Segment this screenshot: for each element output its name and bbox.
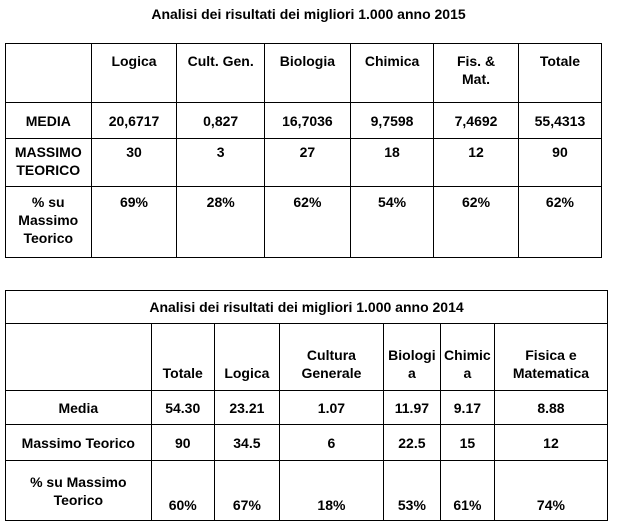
header-cell: Logica [213, 323, 280, 391]
table-cell: 7,4692 [433, 102, 519, 139]
row-label: MEDIA [5, 102, 92, 139]
table-cell: 62% [263, 186, 351, 258]
table-header-row: Logica Cult. Gen. Biologia Chimica Fis. … [5, 43, 603, 103]
table-cell: 6 [278, 424, 384, 461]
table-cell: 62% [433, 186, 519, 258]
table-cell: 62% [517, 186, 603, 258]
table-cell: 23.21 [213, 390, 280, 425]
table-cell: 9,7598 [349, 102, 435, 139]
table-cell: 12 [433, 138, 519, 187]
table-cell: 60% [150, 460, 215, 521]
header-cell: Fisica e Matematica [493, 323, 609, 391]
table-row: MEDIA 20,6717 0,827 16,7036 9,7598 7,469… [5, 102, 603, 139]
table-row: % su Massimo Teorico 60% 67% 18% 53% 61%… [5, 460, 609, 521]
header-cell [5, 43, 92, 103]
table-cell: 9.17 [439, 390, 495, 425]
header-cell: Cult. Gen. [176, 43, 265, 103]
table-cell: 18 [349, 138, 435, 187]
header-cell: Fis. & Mat. [433, 43, 519, 103]
table-cell: 15 [439, 424, 495, 461]
table-cell: 16,7036 [263, 102, 351, 139]
table-cell: 55,4313 [517, 102, 603, 139]
table-cell: 20,6717 [90, 102, 178, 139]
header-cell: Biologia [263, 43, 351, 103]
table-row: % su Massimo Teorico 69% 28% 62% 54% 62%… [5, 186, 603, 258]
table-cell: 34.5 [213, 424, 280, 461]
header-cell: Chimic a [439, 323, 495, 391]
table-cell: 18% [278, 460, 384, 521]
table-cell: 22.5 [382, 424, 441, 461]
header-cell: Biologi a [382, 323, 441, 391]
table-row: Massimo Teorico 90 34.5 6 22.5 15 12 [5, 424, 609, 461]
header-cell: Totale [150, 323, 215, 391]
table-row: Media 54.30 23.21 1.07 11.97 9.17 8.88 [5, 390, 609, 425]
table-cell: 3 [176, 138, 265, 187]
table-header-row: Totale Logica Cultura Generale Biologi a… [5, 323, 609, 391]
table-cell: 0,827 [176, 102, 265, 139]
table-2015: Logica Cult. Gen. Biologia Chimica Fis. … [5, 43, 603, 258]
table-cell: 27 [263, 138, 351, 187]
table-cell: 74% [493, 460, 609, 521]
row-label: % su Massimo Teorico [5, 460, 152, 521]
row-label: % su Massimo Teorico [5, 186, 92, 258]
table-cell: 67% [213, 460, 280, 521]
table-cell: 53% [382, 460, 441, 521]
header-cell: Chimica [349, 43, 435, 103]
table-2014-title: Analisi dei risultati dei migliori 1.000… [5, 290, 608, 324]
table-cell: 8.88 [493, 390, 609, 425]
header-cell: Logica [90, 43, 178, 103]
table-cell: 61% [439, 460, 495, 521]
table-cell: 54% [349, 186, 435, 258]
table-cell: 12 [493, 424, 609, 461]
header-cell: Totale [517, 43, 603, 103]
table-cell: 1.07 [278, 390, 384, 425]
row-label: MASSIMO TEORICO [5, 138, 92, 187]
table-cell: 28% [176, 186, 265, 258]
table-2015-title: Analisi dei risultati dei migliori 1.000… [151, 6, 466, 22]
table-title-row: Analisi dei risultati dei migliori 1.000… [5, 290, 608, 324]
table-cell: 69% [90, 186, 178, 258]
table-cell: 54.30 [150, 390, 215, 425]
table-row: MASSIMO TEORICO 30 3 27 18 12 90 [5, 138, 603, 187]
header-cell: Cultura Generale [278, 323, 384, 391]
table-cell: 90 [150, 424, 215, 461]
table-cell: 11.97 [382, 390, 441, 425]
table-cell: 90 [517, 138, 603, 187]
table-cell: 30 [90, 138, 178, 187]
header-cell [5, 323, 152, 391]
row-label: Massimo Teorico [5, 424, 152, 461]
row-label: Media [5, 390, 152, 425]
table-2014: Analisi dei risultati dei migliori 1.000… [5, 290, 609, 521]
